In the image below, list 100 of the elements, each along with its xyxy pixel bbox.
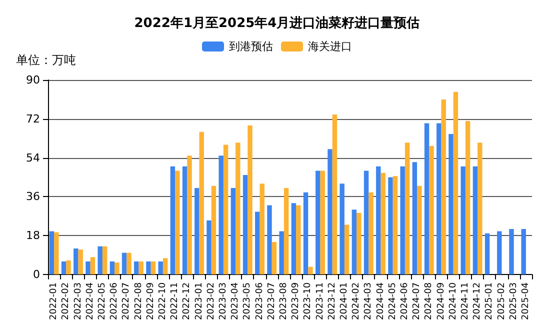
x-tick-label: 2023-11 (315, 282, 326, 320)
bar (448, 134, 454, 274)
x-tick-label: 2023-02 (206, 282, 216, 320)
bar (248, 125, 252, 274)
x-tick-label: 2022-08 (134, 282, 144, 320)
bar (291, 203, 296, 274)
bar (272, 242, 277, 274)
x-tick-label: 2024-01 (339, 282, 350, 320)
bar (187, 156, 192, 274)
bar (162, 258, 168, 274)
x-tick-label: 2023-07 (266, 282, 277, 320)
x-tick-label: 2022-01 (49, 282, 60, 320)
bar (122, 252, 127, 274)
bar (417, 186, 422, 274)
bar (242, 175, 248, 274)
x-tick-label: 2022-04 (85, 282, 96, 320)
bar (392, 176, 398, 274)
x-tick-label: 2023-04 (230, 282, 241, 320)
y-tick-label: 90 (26, 74, 40, 86)
bar (223, 144, 228, 274)
bar (61, 261, 66, 274)
x-tick-label: 2024-02 (352, 282, 362, 320)
x-tick-label: 2023-08 (278, 282, 289, 320)
x-tick-label: 2023-05 (242, 282, 253, 320)
x-tick-label: 2024-08 (424, 282, 434, 320)
bar (284, 188, 289, 274)
x-tick-label: 2022-05 (97, 282, 108, 320)
x-tick-label: 2022-02 (61, 282, 72, 320)
x-tick-label: 2023-10 (303, 282, 314, 320)
y-tick-label: 0 (33, 268, 40, 281)
bar (236, 142, 240, 274)
text: 单位：万吨 (16, 53, 76, 67)
x-tick-label: 2024-04 (376, 282, 386, 320)
x-tick-label: 2024-07 (412, 282, 422, 320)
bar (436, 123, 442, 274)
x-tick-label: 2022-06 (110, 282, 120, 320)
bar (352, 210, 357, 274)
x-tick-label: 2023-09 (291, 282, 302, 320)
x-tick-label: 2025-01 (484, 282, 495, 320)
bar (308, 266, 313, 274)
bar (146, 261, 151, 274)
bar (320, 170, 325, 274)
bar (368, 192, 374, 274)
bar (78, 250, 83, 274)
x-tick-label: 2024-12 (472, 282, 483, 320)
bar (429, 146, 434, 274)
bar (404, 142, 410, 274)
bar (49, 231, 54, 274)
bar (102, 246, 108, 274)
bar (509, 229, 514, 274)
bar (332, 114, 338, 274)
bar (175, 170, 180, 274)
x-tick-label: 2024-09 (436, 282, 446, 320)
bar (90, 257, 96, 274)
bar (344, 224, 350, 274)
x-tick-label: 2022-03 (73, 282, 84, 320)
x-tick-label: 2023-01 (194, 282, 204, 320)
bar (521, 229, 526, 274)
bar (472, 166, 478, 274)
bar (364, 170, 369, 274)
y-tick-label: 72 (26, 112, 40, 126)
x-tick-label: 2024-03 (364, 282, 374, 320)
bar (412, 162, 418, 274)
bar (194, 188, 200, 274)
bar (465, 121, 470, 274)
x-tick-label: 2025-03 (508, 282, 519, 320)
bar (400, 166, 405, 274)
bar (114, 262, 120, 274)
x-tick-label: 2023-06 (254, 282, 265, 320)
bar (453, 92, 458, 274)
x-tick-label: 2024-11 (460, 282, 470, 320)
y-tick-label: 18 (26, 229, 40, 242)
bar (497, 231, 502, 274)
bar (328, 149, 332, 274)
bar (441, 99, 446, 274)
bar (134, 261, 139, 274)
x-tick-label: 2025-04 (520, 282, 531, 320)
bar (356, 212, 362, 274)
y-tick-label: 54 (26, 151, 40, 164)
bar (260, 184, 264, 274)
x-tick-label: 2022-07 (122, 282, 132, 320)
bar (54, 232, 59, 274)
bar (230, 188, 236, 274)
legend-label: 海关进口 (308, 40, 352, 53)
x-tick-label: 2022-12 (182, 282, 192, 320)
bar (279, 231, 284, 274)
bar (110, 261, 115, 274)
bar (98, 246, 102, 274)
x-tick-label: 2024-06 (400, 282, 410, 320)
bar (388, 177, 393, 274)
legend-label: 到港预估 (229, 40, 273, 53)
bar (74, 248, 78, 274)
bar (138, 261, 144, 274)
x-tick-label: 2024-05 (388, 282, 398, 320)
chart-title: 2022年1月至2025年4月进口油菜籽进口量预估 (134, 16, 420, 31)
bar (150, 261, 156, 274)
bar (460, 166, 466, 274)
bar (303, 192, 308, 274)
bar (484, 233, 490, 274)
bar (182, 166, 188, 274)
